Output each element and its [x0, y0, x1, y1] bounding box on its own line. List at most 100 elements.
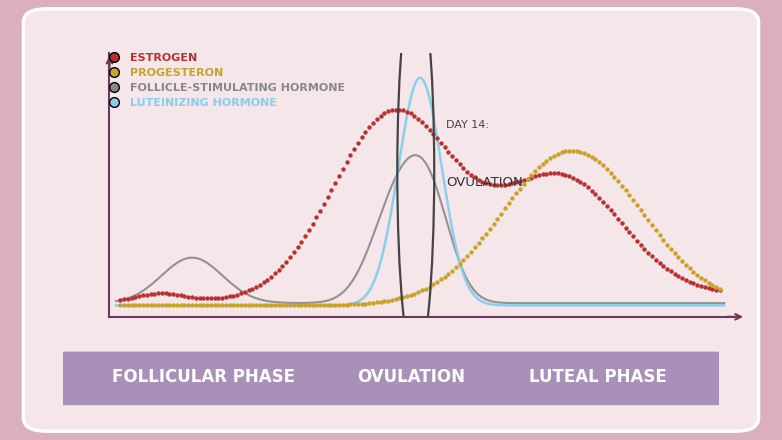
Point: [435, 139, 447, 147]
Point: [522, 175, 534, 182]
Point: [518, 176, 530, 183]
Point: [665, 246, 677, 253]
Point: [397, 294, 410, 301]
Point: [400, 108, 413, 115]
Point: [547, 170, 560, 177]
Point: [269, 270, 282, 277]
Point: [148, 302, 160, 309]
Point: [653, 259, 665, 266]
Point: [491, 182, 504, 189]
FancyBboxPatch shape: [23, 9, 759, 431]
Point: [292, 244, 304, 251]
Point: [439, 144, 451, 151]
Point: [386, 297, 398, 304]
Point: [586, 187, 598, 194]
Point: [170, 302, 183, 309]
Point: [235, 290, 247, 297]
Point: [295, 238, 307, 246]
Text: DAY 14:: DAY 14:: [447, 120, 490, 130]
Point: [167, 290, 179, 297]
Point: [299, 233, 311, 240]
Point: [669, 249, 681, 257]
Point: [563, 147, 576, 154]
Point: [156, 302, 168, 309]
Point: [608, 173, 621, 180]
Point: [321, 301, 334, 308]
Point: [336, 165, 349, 172]
Point: [694, 282, 707, 290]
Point: [536, 171, 549, 178]
Point: [257, 279, 270, 286]
Point: [167, 302, 179, 309]
Point: [457, 257, 470, 264]
Point: [650, 227, 662, 234]
Point: [333, 172, 346, 179]
Point: [310, 302, 323, 309]
Point: [118, 296, 131, 303]
Point: [586, 153, 598, 160]
Point: [375, 112, 387, 119]
Point: [619, 224, 632, 231]
Point: [468, 174, 481, 181]
Point: [125, 302, 138, 309]
Text: OVULATION: OVULATION: [357, 368, 465, 386]
Point: [476, 178, 489, 185]
FancyBboxPatch shape: [58, 352, 350, 405]
Point: [450, 264, 462, 271]
Point: [480, 230, 493, 237]
Point: [601, 165, 613, 172]
Point: [344, 152, 357, 159]
Point: [529, 173, 541, 180]
Point: [597, 161, 609, 169]
Point: [506, 195, 518, 202]
Point: [646, 253, 658, 260]
Point: [646, 222, 658, 229]
Point: [340, 301, 353, 308]
Point: [657, 262, 669, 269]
Point: [299, 302, 311, 309]
Point: [687, 268, 700, 275]
Point: [280, 302, 292, 309]
Point: [404, 110, 417, 117]
Point: [491, 215, 504, 222]
Point: [288, 302, 300, 309]
Point: [503, 200, 515, 207]
Point: [589, 191, 601, 198]
Point: [178, 292, 191, 299]
Point: [386, 106, 398, 114]
Point: [363, 300, 375, 307]
Point: [540, 170, 553, 177]
Point: [307, 302, 319, 309]
Point: [650, 256, 662, 263]
Point: [284, 254, 296, 261]
Point: [518, 180, 530, 187]
Point: [408, 290, 421, 297]
Point: [661, 241, 673, 248]
Point: [189, 302, 202, 309]
Point: [472, 239, 485, 246]
Point: [676, 258, 688, 265]
Point: [393, 106, 406, 113]
Point: [687, 280, 700, 287]
Point: [246, 285, 259, 292]
Point: [673, 273, 685, 280]
Point: [272, 302, 285, 309]
Point: [239, 302, 251, 309]
Point: [163, 302, 176, 309]
Point: [442, 148, 454, 155]
Point: [276, 302, 289, 309]
Point: [303, 302, 315, 309]
Point: [698, 277, 711, 284]
Point: [570, 147, 583, 154]
Point: [623, 191, 636, 198]
Point: [208, 295, 221, 302]
Point: [231, 302, 243, 309]
Point: [522, 176, 534, 183]
Point: [431, 279, 443, 286]
Point: [483, 181, 496, 188]
Point: [567, 174, 579, 181]
Point: [657, 236, 669, 243]
Point: [446, 153, 458, 160]
Point: [141, 302, 153, 309]
Point: [544, 170, 557, 177]
